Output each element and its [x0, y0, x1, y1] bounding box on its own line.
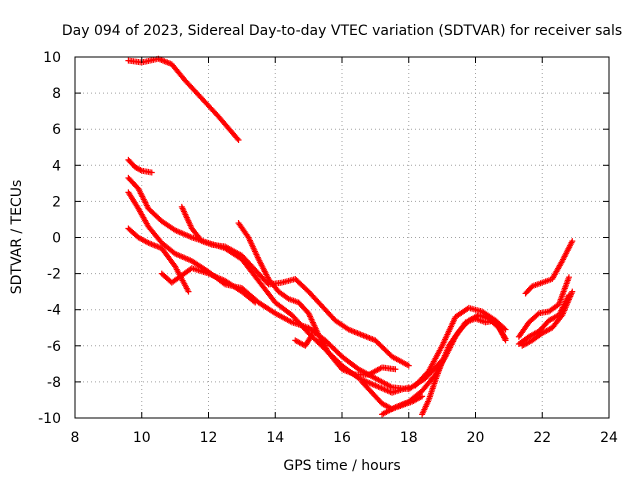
- series-track-17: [519, 288, 576, 349]
- data-marks: [125, 55, 576, 418]
- series-track-2: [125, 156, 155, 176]
- x-tick-label: 22: [533, 430, 551, 446]
- data-point: [502, 335, 509, 342]
- data-point: [392, 366, 399, 373]
- data-point: [308, 331, 315, 338]
- x-axis-label: GPS time / hours: [283, 458, 400, 474]
- data-point: [501, 325, 508, 332]
- y-tick-label: 10: [43, 50, 61, 66]
- data-point: [308, 333, 315, 340]
- data-point: [137, 166, 144, 173]
- series-track-7: [178, 203, 412, 369]
- data-point: [569, 288, 576, 295]
- series-track-13: [412, 304, 509, 389]
- series-track-6: [158, 265, 259, 306]
- chart-title: Day 094 of 2023, Sidereal Day-to-day VTE…: [62, 23, 622, 39]
- y-tick-label: -10: [38, 411, 61, 427]
- x-tick-label: 8: [71, 430, 80, 446]
- x-tick-label: 14: [266, 430, 284, 446]
- x-tick-label: 10: [133, 430, 151, 446]
- x-tick-label: 12: [200, 430, 218, 446]
- x-tick-label: 16: [333, 430, 351, 446]
- data-point: [185, 288, 192, 295]
- series-track-12: [419, 312, 509, 418]
- data-point: [250, 298, 257, 305]
- data-point: [502, 326, 509, 333]
- y-tick-label: 0: [52, 231, 61, 247]
- y-tick-label: -6: [47, 339, 61, 355]
- data-point: [569, 238, 576, 245]
- data-point: [148, 169, 155, 176]
- y-tick-label: -8: [47, 375, 61, 391]
- data-point: [565, 274, 572, 281]
- y-tick-label: 8: [52, 86, 61, 102]
- series-track-9: [292, 331, 315, 349]
- series-track-15: [515, 274, 572, 340]
- grid-lines: [75, 57, 609, 418]
- y-tick-label: 2: [52, 194, 61, 210]
- data-point: [501, 334, 508, 341]
- y-axis-label: SDTVAR / TECUs: [9, 180, 25, 295]
- series-track-8: [235, 220, 399, 378]
- series-track-1: [125, 55, 242, 144]
- y-tick-label: 4: [52, 158, 61, 174]
- y-tick-label: -2: [47, 267, 61, 283]
- y-tick-label: -4: [47, 303, 61, 319]
- data-point: [234, 135, 241, 142]
- data-point: [252, 299, 259, 306]
- data-point: [405, 362, 412, 369]
- data-point: [235, 137, 242, 144]
- x-tick-label: 24: [600, 430, 618, 446]
- data-point: [419, 393, 426, 400]
- x-tick-label: 20: [467, 430, 485, 446]
- series-track-14: [522, 238, 576, 297]
- x-tick-label: 18: [400, 430, 418, 446]
- y-tick-label: 6: [52, 122, 61, 138]
